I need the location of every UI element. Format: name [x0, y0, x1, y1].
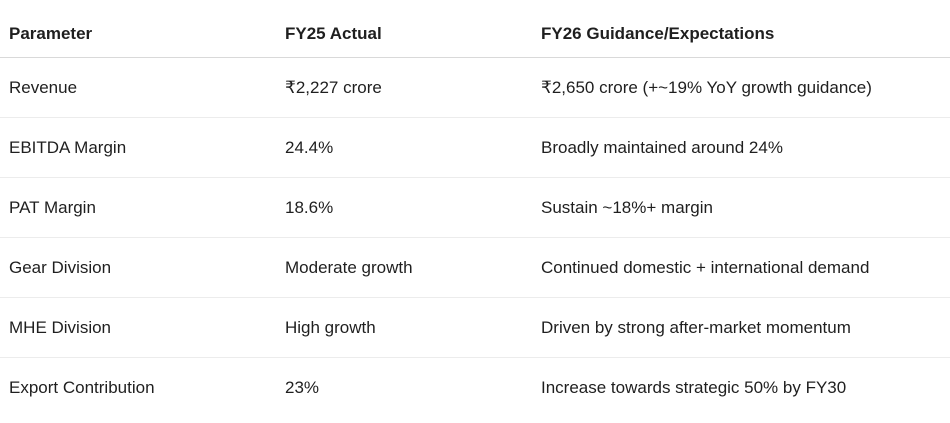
- cell-parameter: Revenue: [9, 77, 78, 97]
- header-parameter: Parameter: [9, 23, 93, 43]
- table-row: MHE Division High growth Driven by stron…: [0, 298, 950, 358]
- cell-fy25: 23%: [285, 378, 320, 397]
- cell-parameter: MHE Division: [9, 317, 112, 337]
- table-header-row: Parameter FY25 Actual FY26 Guidance/Expe…: [0, 0, 950, 58]
- table-row: Revenue ₹2,227 crore ₹2,650 crore (+~19%…: [0, 58, 950, 118]
- cell-fy26: Driven by strong after-market momentum: [541, 317, 851, 337]
- cell-fy25: 24.4%: [285, 137, 334, 157]
- cell-fy25: ₹2,227 crore: [285, 77, 382, 97]
- cell-fy25: High growth: [285, 317, 376, 337]
- table-row: PAT Margin 18.6% Sustain ~18%+ margin: [0, 178, 950, 238]
- cell-fy25: 18.6%: [285, 197, 334, 217]
- table-row: EBITDA Margin 24.4% Broadly maintained a…: [0, 118, 950, 178]
- cell-fy25: Moderate growth: [285, 257, 413, 277]
- header-fy26-guidance: FY26 Guidance/Expectations: [541, 23, 775, 43]
- table-row: Gear Division Moderate growth Continued …: [0, 238, 950, 298]
- cell-fy26: Broadly maintained around 24%: [541, 137, 783, 157]
- cell-parameter: Export Contribution: [9, 378, 155, 397]
- cell-fy26: Sustain ~18%+ margin: [541, 197, 713, 217]
- cell-parameter: Gear Division: [9, 257, 112, 277]
- cell-parameter: PAT Margin: [9, 197, 96, 217]
- table-row: Export Contribution 23% Increase towards…: [0, 358, 950, 418]
- cell-fy26: Continued domestic + international deman…: [541, 257, 870, 277]
- cell-parameter: EBITDA Margin: [9, 137, 127, 157]
- cell-fy26: Increase towards strategic 50% by FY30: [541, 378, 847, 397]
- header-fy25-actual: FY25 Actual: [285, 23, 382, 43]
- cell-fy26: ₹2,650 crore (+~19% YoY growth guidance): [541, 77, 872, 97]
